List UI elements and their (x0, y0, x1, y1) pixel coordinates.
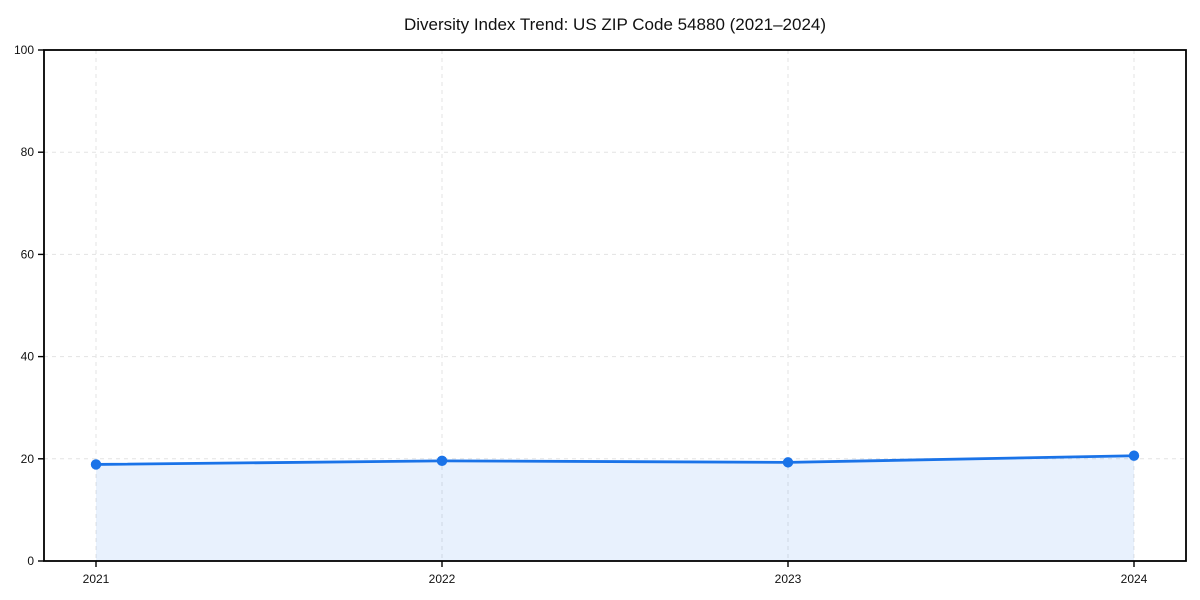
data-point-marker (436, 455, 448, 467)
x-tick-label: 2022 (429, 572, 456, 586)
chart-title: Diversity Index Trend: US ZIP Code 54880… (404, 15, 826, 34)
y-tick-label: 80 (21, 145, 35, 159)
x-tick-label: 2021 (83, 572, 110, 586)
x-tick-label: 2024 (1121, 572, 1148, 586)
y-tick-label: 40 (21, 350, 35, 364)
data-point-marker (1128, 450, 1140, 461)
plot-area: 0 20 40 60 80 100 2021 2022 2023 2024 (14, 43, 1187, 586)
y-tick-label: 60 (21, 247, 35, 261)
data-point-marker (90, 459, 102, 470)
y-tick-label: 0 (27, 554, 34, 568)
plot-border (43, 49, 1187, 562)
trend-line (94, 454, 1136, 466)
data-point-marker (782, 457, 794, 468)
y-tick-label: 100 (14, 43, 34, 57)
y-tick-label: 20 (21, 452, 35, 466)
area-fill (96, 455, 1134, 561)
x-tick-label: 2023 (775, 572, 802, 586)
